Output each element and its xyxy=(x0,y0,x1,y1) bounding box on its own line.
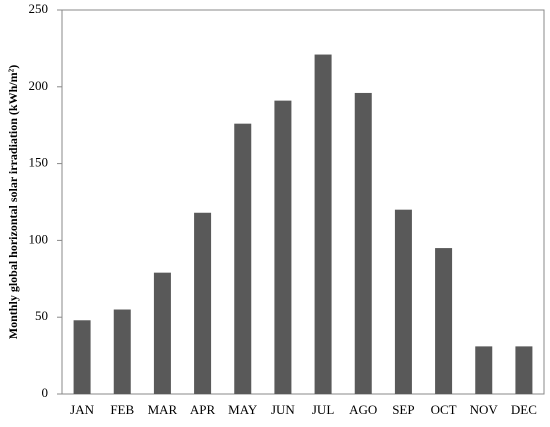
bar xyxy=(354,92,372,394)
x-tick-label: FEB xyxy=(110,402,134,417)
bar xyxy=(435,248,453,394)
x-tick-label: JAN xyxy=(70,402,94,417)
bar xyxy=(515,346,533,394)
y-tick-label: 0 xyxy=(42,385,49,400)
x-tick-label: MAY xyxy=(228,402,258,417)
bar xyxy=(274,100,292,395)
bar xyxy=(153,272,171,394)
bar xyxy=(394,209,412,394)
bar xyxy=(73,320,91,394)
x-tick-label: AGO xyxy=(349,402,377,417)
x-tick-label: JUN xyxy=(271,402,295,417)
x-tick-label: SEP xyxy=(392,402,414,417)
y-tick-label: 150 xyxy=(29,155,49,170)
bar xyxy=(314,54,332,394)
y-tick-label: 50 xyxy=(35,308,48,323)
x-tick-label: JUL xyxy=(312,402,334,417)
bar xyxy=(475,346,493,394)
x-tick-label: OCT xyxy=(431,402,457,417)
y-tick-label: 250 xyxy=(29,1,49,16)
bar xyxy=(113,309,131,394)
x-tick-label: APR xyxy=(190,402,216,417)
plot-frame xyxy=(61,9,545,395)
bar xyxy=(234,123,252,394)
x-tick-label: DEC xyxy=(511,402,537,417)
bar xyxy=(194,212,212,394)
x-tick-label: NOV xyxy=(470,402,499,417)
y-tick-label: 100 xyxy=(29,231,49,246)
y-axis-label: Monthly global horizontal solar irradiat… xyxy=(6,65,20,339)
y-tick-label: 200 xyxy=(29,78,49,93)
x-tick-label: MAR xyxy=(148,402,178,417)
